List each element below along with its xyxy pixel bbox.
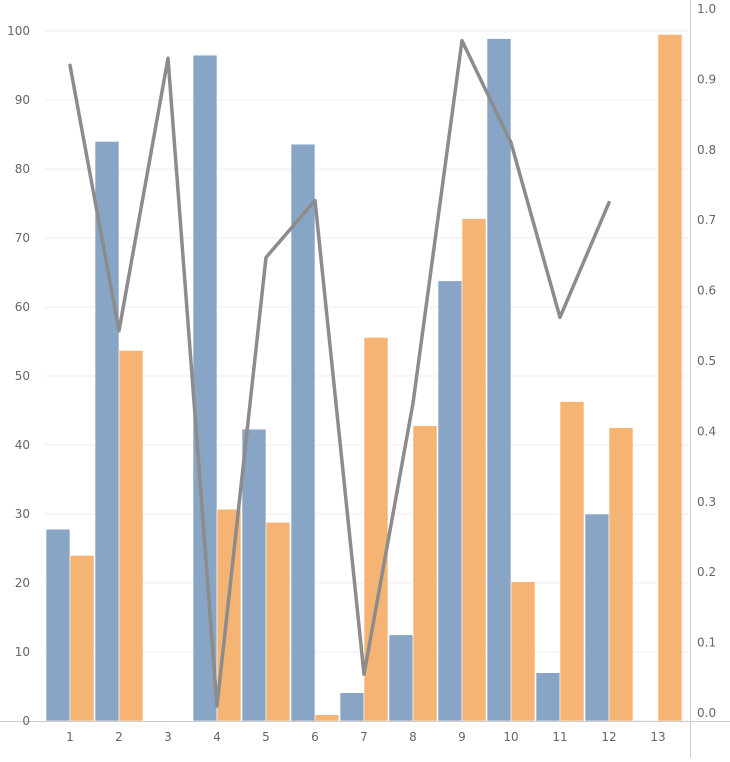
- y-right-tick-label: 0.2: [697, 565, 716, 579]
- x-tick-label: 7: [360, 730, 368, 744]
- line-series: [68, 38, 611, 708]
- bar-series-2: [510, 581, 536, 722]
- x-tick-label: 1: [66, 730, 74, 744]
- y-right-tick-label: 0.0: [697, 706, 716, 720]
- bar-series-1: [486, 38, 512, 722]
- bar-series-2: [167, 720, 193, 722]
- line-layer: [68, 38, 611, 708]
- x-tick-label: 6: [311, 730, 319, 744]
- y-left-tick-label: 60: [15, 300, 30, 314]
- bar-series-1: [192, 54, 218, 722]
- bar-series-2: [265, 521, 291, 722]
- x-tick-label: 12: [601, 730, 616, 744]
- bar-series-2: [118, 350, 144, 722]
- y-left-tick-label: 20: [15, 576, 30, 590]
- y-left-tick-label: 100: [7, 24, 30, 38]
- bar-series-2: [412, 425, 438, 722]
- bar-series-1: [241, 428, 267, 722]
- bar-series-2: [608, 427, 634, 722]
- x-tick-label: 3: [164, 730, 172, 744]
- bar-series-1: [45, 528, 71, 722]
- y-left-tick-label: 90: [15, 93, 30, 107]
- bar-layer: [45, 34, 683, 722]
- y-right-tick-label: 0.4: [697, 424, 716, 438]
- bar-series-1: [584, 513, 610, 722]
- y-right-tick-label: 0.9: [697, 72, 716, 86]
- bar-series-2: [314, 714, 340, 722]
- bar-series-1: [388, 634, 414, 722]
- y-left-tick-label: 50: [15, 369, 30, 383]
- bar-series-2: [461, 218, 487, 722]
- y-right-tick-label: 0.8: [697, 143, 716, 157]
- y-right-tick-label: 0.1: [697, 636, 716, 650]
- x-tick-label: 10: [503, 730, 518, 744]
- bar-series-1: [143, 720, 169, 722]
- x-tick-label: 11: [552, 730, 567, 744]
- x-tick-label: 2: [115, 730, 123, 744]
- y-left-tick-label: 10: [15, 645, 30, 659]
- y-right-tick-label: 0.5: [697, 354, 716, 368]
- bar-series-2: [559, 401, 585, 722]
- y-left-tick-label: 40: [15, 438, 30, 452]
- x-tick-label: 8: [409, 730, 417, 744]
- bar-series-1: [94, 141, 120, 722]
- bar-series-1: [535, 672, 561, 722]
- tick-layer: 0 10 20 30 40 50 60 70 80 90 100 0.0 0.1 0.2 0.3 0.4 0.5…: [7, 2, 716, 744]
- y-right-tick-label: 0.3: [697, 495, 716, 509]
- bar-series-1: [290, 143, 316, 722]
- y-left-tick-label: 30: [15, 507, 30, 521]
- bar-series-2: [69, 555, 95, 722]
- x-tick-label: 13: [650, 730, 665, 744]
- y-right-tick-label: 0.6: [697, 284, 716, 298]
- y-left-tick-label: 0: [22, 714, 30, 728]
- x-tick-label: 9: [458, 730, 466, 744]
- y-left-tick-label: 80: [15, 162, 30, 176]
- bar-series-2: [657, 34, 683, 722]
- bar-series-2: [216, 508, 242, 722]
- bar-series-1: [437, 280, 463, 722]
- y-right-tick-label: 1.0: [697, 2, 716, 16]
- y-left-tick-label: 70: [15, 231, 30, 245]
- y-right-tick-label: 0.7: [697, 213, 716, 227]
- bar-series-1: [339, 692, 365, 722]
- x-tick-label: 5: [262, 730, 270, 744]
- x-tick-label: 4: [213, 730, 221, 744]
